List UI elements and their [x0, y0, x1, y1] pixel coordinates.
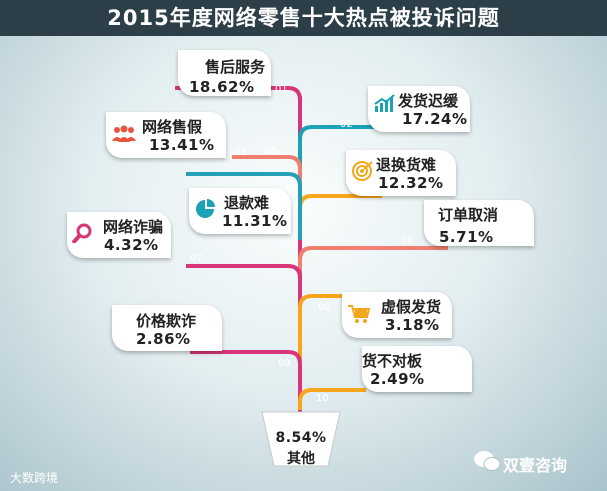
value-label: 2.86%	[136, 330, 191, 348]
title-bar	[0, 0, 607, 36]
pot-shape	[261, 411, 341, 467]
chart-icon	[374, 94, 395, 112]
branch-03	[232, 155, 302, 210]
category-label: 货不对板	[362, 352, 423, 370]
branch-number: 07	[190, 253, 203, 264]
branch-number: 06	[401, 235, 414, 246]
branch-number: 05	[264, 146, 277, 157]
category-label: 退款难	[224, 194, 270, 212]
people-icon	[112, 125, 136, 142]
branch-01	[175, 86, 302, 420]
other-value: 8.54%	[275, 430, 327, 446]
branch-number: 01	[275, 84, 288, 95]
value-label: 4.32%	[104, 236, 159, 254]
branch-06	[298, 246, 448, 290]
page-title: 2015年度网络零售十大热点被投诉问题	[107, 6, 500, 30]
value-label: 11.31%	[222, 212, 288, 230]
target-icon	[352, 161, 373, 181]
branch-number: 10	[316, 393, 329, 404]
category-label: 网络诈骗	[103, 218, 164, 236]
branch-10	[298, 388, 366, 410]
branch-number: 03	[234, 147, 247, 158]
pie-icon	[196, 199, 215, 218]
branch-07	[186, 264, 302, 330]
category-label: 售后服务	[205, 58, 266, 76]
category-label: 发货迟缓	[398, 92, 459, 110]
branch-number: 09	[278, 358, 291, 369]
value-label: 2.49%	[370, 370, 425, 388]
complaint-card	[346, 150, 456, 196]
complaint-card	[178, 50, 271, 96]
value-label: 13.41%	[149, 136, 215, 154]
category-label: 退换货难	[376, 156, 437, 174]
branch-number: 08	[318, 302, 331, 313]
value-label: 5.71%	[439, 228, 494, 246]
complaint-card	[106, 112, 226, 158]
complaint-card	[112, 305, 222, 351]
value-label: 12.32%	[378, 174, 444, 192]
complaint-card	[67, 212, 171, 258]
branch-number: 04	[325, 182, 338, 193]
value-label: 3.18%	[385, 316, 440, 334]
branch-09	[190, 350, 302, 410]
branch-number: 02	[340, 119, 353, 130]
magnifier-icon	[72, 223, 92, 243]
branch-08	[298, 294, 402, 410]
branch-05	[186, 172, 302, 240]
source-label: 大数跨境	[10, 471, 59, 485]
complaint-card	[362, 346, 472, 392]
category-label: 订单取消	[438, 206, 499, 224]
cart-icon	[348, 305, 371, 323]
category-label: 价格欺诈	[136, 312, 197, 330]
brand-label: 双壹咨询	[503, 456, 568, 475]
value-label: 17.24%	[402, 110, 468, 128]
category-label: 网络售假	[142, 118, 203, 136]
branch-02	[298, 125, 430, 170]
complaint-card	[424, 200, 534, 246]
other-label: 其他	[287, 451, 315, 467]
category-label: 虚假发货	[381, 298, 442, 316]
wechat-icon	[474, 451, 501, 471]
value-label: 18.62%	[189, 78, 255, 96]
